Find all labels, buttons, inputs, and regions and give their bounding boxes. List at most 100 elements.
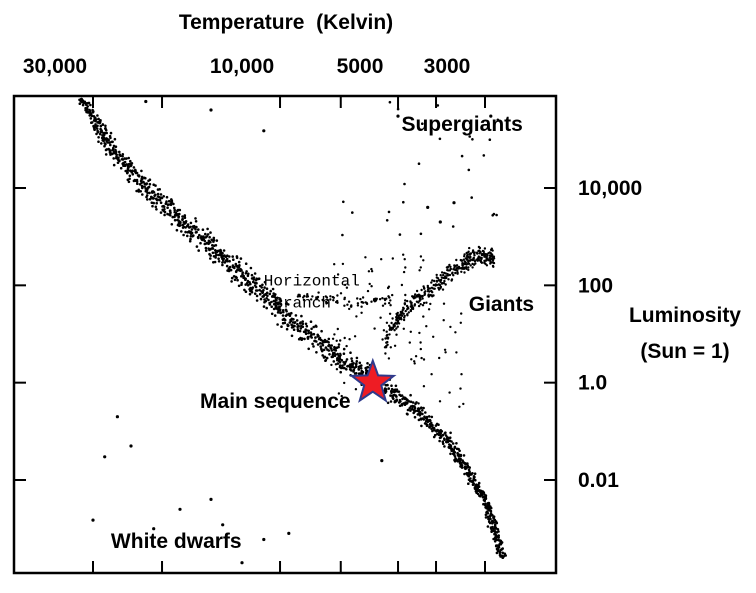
star-point	[314, 336, 317, 339]
star-point	[430, 415, 434, 419]
star-point	[419, 347, 422, 351]
star-point	[177, 215, 180, 218]
star-point	[327, 343, 331, 347]
star-point	[495, 538, 499, 541]
star-point	[276, 296, 279, 300]
star-point	[205, 241, 209, 245]
star-point	[477, 485, 481, 489]
star-point	[194, 217, 197, 220]
star-point	[449, 431, 452, 435]
star-point	[492, 527, 495, 531]
star-point	[315, 351, 318, 354]
star-point	[330, 347, 333, 350]
star-point	[389, 304, 392, 307]
star-point	[368, 282, 371, 286]
star-point	[385, 330, 388, 333]
star-point	[233, 266, 236, 270]
star-point	[402, 270, 406, 274]
star-point	[425, 325, 428, 328]
x-axis-title: Temperature (Kelvin)	[179, 11, 393, 34]
star-point	[468, 121, 472, 125]
star-point	[189, 237, 192, 241]
region-label: Branch	[273, 295, 331, 313]
star-point	[126, 168, 130, 172]
star-point	[144, 189, 148, 193]
star-point	[188, 226, 191, 229]
star-point	[440, 271, 444, 274]
star-point	[333, 351, 336, 355]
star-point	[184, 220, 188, 223]
star-point	[468, 253, 471, 256]
star-point	[436, 104, 440, 107]
star-point	[104, 124, 107, 128]
x-tick-label: 30,000	[23, 55, 87, 78]
star-point	[109, 143, 112, 147]
star-point	[160, 196, 164, 200]
star-point	[81, 103, 85, 107]
star-point	[303, 337, 306, 341]
star-point	[365, 368, 368, 372]
star-point	[415, 300, 419, 303]
star-point	[475, 258, 478, 261]
star-point	[426, 205, 430, 209]
star-point	[235, 256, 239, 260]
star-point	[351, 211, 354, 214]
star-point	[103, 455, 107, 459]
star-point	[393, 329, 396, 332]
star-point	[221, 257, 224, 261]
star-point	[452, 201, 456, 205]
star-point	[109, 153, 112, 156]
star-point	[389, 400, 393, 403]
star-point	[299, 321, 302, 324]
star-point	[296, 322, 299, 326]
star-point	[355, 356, 359, 360]
star-point	[336, 352, 340, 356]
star-point	[104, 127, 107, 130]
star-point	[481, 253, 484, 256]
star-point	[419, 303, 422, 306]
star-point	[489, 526, 493, 530]
star-point	[495, 535, 499, 538]
star-point	[394, 384, 398, 388]
star-point	[389, 394, 392, 397]
star-point	[328, 353, 331, 356]
star-point	[459, 454, 463, 458]
star-point	[194, 228, 197, 231]
star-point	[289, 319, 293, 323]
star-point	[404, 293, 407, 297]
star-point	[339, 339, 342, 342]
star-point	[359, 367, 363, 370]
star-point	[463, 255, 466, 258]
star-point	[391, 257, 394, 260]
star-point	[326, 301, 329, 305]
star-point	[130, 164, 133, 167]
star-point	[231, 255, 234, 258]
star-point	[333, 333, 336, 336]
star-point	[89, 117, 93, 120]
star-point	[473, 260, 477, 263]
star-point	[455, 351, 458, 354]
star-point	[226, 269, 229, 272]
star-point	[413, 303, 417, 306]
star-point	[400, 403, 404, 406]
star-point	[348, 368, 352, 371]
star-point	[268, 292, 272, 296]
star-point	[498, 539, 502, 542]
star-point	[435, 273, 438, 277]
star-point	[156, 198, 159, 202]
star-point	[212, 236, 216, 240]
star-point	[395, 322, 399, 325]
star-point	[414, 402, 417, 406]
star-point	[484, 513, 488, 517]
star-point	[152, 197, 155, 200]
star-point	[445, 440, 449, 444]
star-point	[136, 182, 139, 185]
star-point	[421, 304, 425, 307]
star-point	[463, 472, 466, 476]
star-point	[353, 335, 357, 338]
star-point	[370, 285, 373, 288]
star-point	[473, 487, 477, 490]
star-point	[440, 276, 444, 279]
star-point	[287, 531, 291, 536]
star-point	[127, 156, 130, 160]
